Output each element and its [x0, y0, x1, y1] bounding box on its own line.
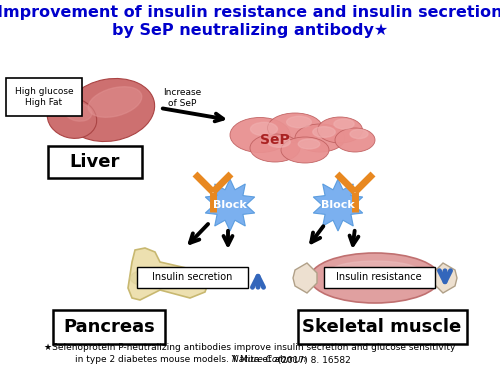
FancyBboxPatch shape — [48, 146, 142, 178]
Ellipse shape — [295, 124, 345, 152]
FancyBboxPatch shape — [136, 267, 248, 288]
Ellipse shape — [330, 261, 420, 283]
FancyBboxPatch shape — [298, 310, 467, 344]
Text: Block: Block — [213, 200, 247, 210]
FancyBboxPatch shape — [324, 267, 434, 288]
Text: Improvement of insulin resistance and insulin secretion: Improvement of insulin resistance and in… — [0, 4, 500, 20]
Polygon shape — [128, 248, 210, 300]
Ellipse shape — [310, 253, 440, 303]
Ellipse shape — [268, 113, 322, 143]
FancyBboxPatch shape — [6, 78, 82, 116]
Text: Increase
of SeP: Increase of SeP — [163, 88, 201, 108]
Ellipse shape — [335, 128, 375, 152]
Text: Insulin secretion: Insulin secretion — [152, 272, 232, 282]
Text: SeP: SeP — [260, 133, 290, 147]
Polygon shape — [206, 179, 254, 231]
Text: by SeP neutralizing antibody★: by SeP neutralizing antibody★ — [112, 22, 388, 38]
Ellipse shape — [66, 78, 154, 141]
Text: Nature Commun: Nature Commun — [232, 356, 307, 364]
Ellipse shape — [268, 136, 290, 147]
Text: High glucose
High Fat: High glucose High Fat — [14, 87, 74, 107]
Text: ★Selenoprotein P-neutralizing antibodies improve insulin secretion and glucose s: ★Selenoprotein P-neutralizing antibodies… — [44, 344, 456, 352]
Ellipse shape — [88, 87, 142, 117]
Polygon shape — [293, 263, 317, 293]
Ellipse shape — [286, 116, 312, 128]
FancyBboxPatch shape — [53, 310, 165, 344]
Ellipse shape — [298, 139, 320, 149]
Ellipse shape — [130, 267, 200, 289]
Ellipse shape — [350, 129, 368, 138]
Ellipse shape — [281, 137, 329, 163]
Ellipse shape — [313, 127, 335, 137]
Ellipse shape — [250, 122, 278, 136]
Text: Pancreas: Pancreas — [63, 318, 155, 336]
Text: Liver: Liver — [70, 153, 120, 171]
Text: Skeletal muscle: Skeletal muscle — [302, 318, 462, 336]
Text: Block: Block — [321, 200, 355, 210]
Ellipse shape — [48, 98, 96, 138]
Ellipse shape — [334, 119, 354, 129]
Polygon shape — [433, 263, 457, 293]
Polygon shape — [314, 179, 362, 231]
Text: Insulin resistance: Insulin resistance — [336, 272, 422, 282]
Text: (2017) 8. 16582: (2017) 8. 16582 — [275, 356, 351, 364]
Text: in type 2 diabetes mouse models. Y Mita et al.,: in type 2 diabetes mouse models. Y Mita … — [75, 356, 291, 364]
Ellipse shape — [318, 117, 362, 143]
Ellipse shape — [230, 117, 290, 153]
Ellipse shape — [64, 103, 92, 121]
Ellipse shape — [250, 134, 300, 162]
